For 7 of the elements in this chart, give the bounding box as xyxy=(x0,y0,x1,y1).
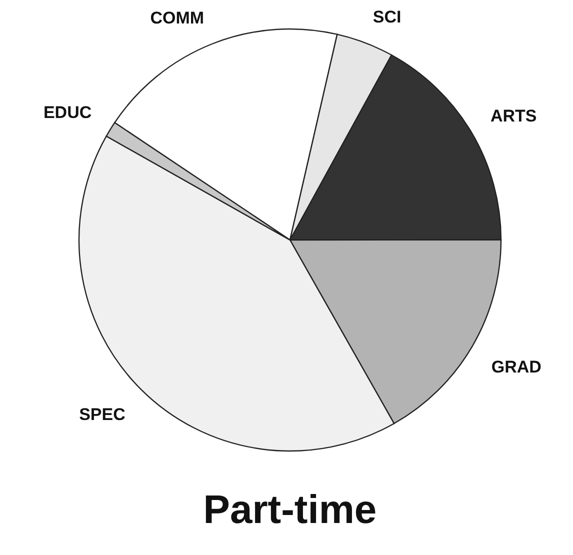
text: Part-time xyxy=(203,488,377,532)
slice-label: EDUC xyxy=(43,102,92,122)
slice-label: SCI xyxy=(372,7,402,26)
slice-label: COMM xyxy=(150,8,204,28)
slice-label: ARTS xyxy=(490,106,537,126)
slice-label: GRAD xyxy=(491,358,542,377)
slice-label: SPEC xyxy=(79,405,126,424)
